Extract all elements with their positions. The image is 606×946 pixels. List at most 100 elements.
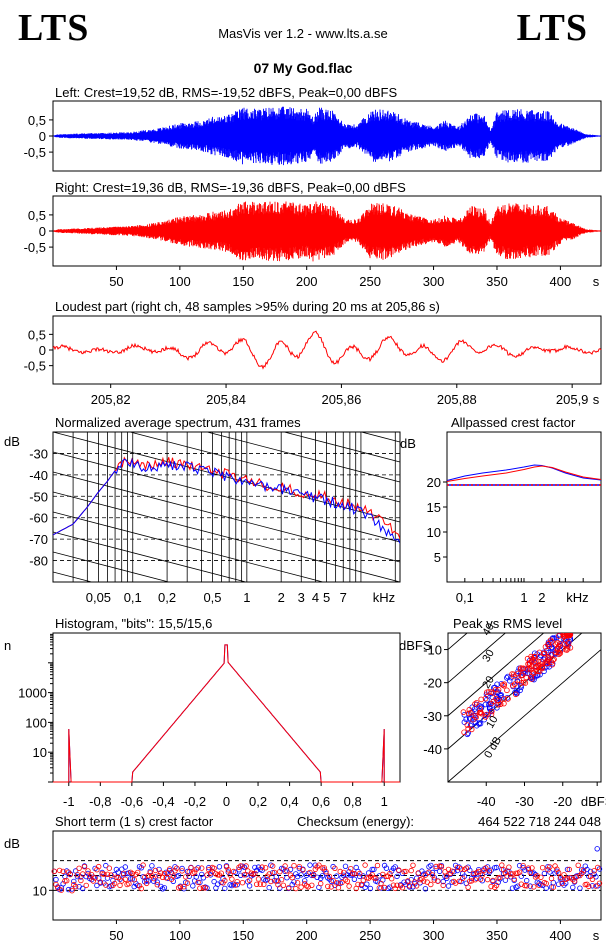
short_crest-point bbox=[134, 869, 141, 876]
histogram-ylabel: n bbox=[4, 638, 11, 653]
short_crest-point bbox=[296, 865, 302, 872]
short_crest-point bbox=[314, 864, 320, 870]
peak_rms-ytick-label: -40 bbox=[423, 742, 442, 757]
short_crest-point bbox=[106, 865, 112, 871]
short_crest-point bbox=[428, 881, 434, 888]
peak_rms-point bbox=[567, 644, 574, 651]
short_crest-point bbox=[325, 883, 331, 890]
short_crest-point bbox=[104, 875, 111, 881]
short_crest-xtick-label: 300 bbox=[423, 928, 445, 943]
short_crest-point bbox=[184, 880, 191, 886]
short_crest-point bbox=[506, 864, 512, 870]
short_crest-point bbox=[204, 885, 210, 891]
short_crest-point bbox=[237, 863, 244, 869]
peak_rms-point bbox=[463, 716, 470, 723]
histogram-xtick-label: -0,4 bbox=[152, 794, 174, 809]
peak_rms-point bbox=[499, 682, 506, 688]
peak_rms-point bbox=[549, 645, 555, 651]
short_crest-point bbox=[111, 880, 118, 887]
peak_rms-point bbox=[532, 657, 538, 663]
spectrum-xtick-label: 1 bbox=[243, 590, 250, 605]
short_crest-point bbox=[428, 862, 434, 869]
short_crest-point bbox=[161, 885, 168, 891]
short_crest-point bbox=[333, 880, 340, 886]
spectrum-ylabel: dB bbox=[4, 434, 20, 449]
short_crest-point bbox=[463, 865, 469, 871]
short_crest-point bbox=[509, 871, 516, 877]
short_crest-point bbox=[326, 873, 333, 880]
short_crest-point bbox=[369, 872, 375, 878]
short_crest-point bbox=[200, 875, 207, 881]
short_crest-point bbox=[529, 865, 535, 871]
short_crest-point bbox=[261, 881, 267, 888]
crest_allpass-xtick-label: kHz bbox=[566, 590, 588, 605]
short_crest-point bbox=[596, 880, 603, 886]
short_crest-point bbox=[166, 866, 173, 872]
right-xtick-label: 200 bbox=[296, 274, 318, 289]
peak_rms-point bbox=[517, 687, 523, 694]
histogram-ytick-label: 100 bbox=[25, 715, 47, 730]
loudest-xtick-label: 205,82 bbox=[91, 392, 131, 407]
peak_rms-point bbox=[483, 689, 490, 696]
peak_rms-xtick-label: -30 bbox=[515, 794, 534, 809]
short_crest-point bbox=[536, 882, 542, 888]
short_crest-point bbox=[561, 872, 567, 878]
short_crest-point bbox=[71, 878, 77, 885]
short_crest-point bbox=[586, 873, 592, 879]
short_crest-point bbox=[131, 883, 137, 890]
peak_rms-point bbox=[537, 671, 543, 678]
short_crest-xtick-label: 200 bbox=[296, 928, 318, 943]
peak_rms-point bbox=[520, 679, 527, 686]
short_crest-point bbox=[138, 885, 144, 892]
short_crest-point bbox=[332, 865, 338, 871]
short_crest-ylabel: dB bbox=[4, 836, 20, 851]
left-ytick-label: 0,5 bbox=[28, 113, 46, 128]
short_crest-point bbox=[444, 873, 450, 879]
peak_rms-point bbox=[495, 686, 502, 693]
left-waveform bbox=[53, 106, 601, 166]
spectrum-slope-line bbox=[53, 272, 400, 362]
short_crest-point bbox=[284, 875, 290, 881]
peak_rms-point bbox=[478, 696, 485, 703]
short_crest-point bbox=[429, 872, 436, 878]
loudest-xtick-label: 205,88 bbox=[437, 392, 477, 407]
short_crest-point bbox=[369, 866, 375, 873]
histogram-frame bbox=[52, 632, 401, 783]
short_crest-point bbox=[357, 873, 363, 880]
short_crest-point bbox=[333, 873, 340, 879]
short_crest-point bbox=[346, 883, 352, 889]
spectrum-ytick-label: -60 bbox=[29, 511, 48, 526]
short_crest-point bbox=[381, 884, 388, 891]
short_crest-point bbox=[458, 866, 464, 872]
peak_rms-point bbox=[555, 643, 562, 649]
short_crest-point bbox=[390, 882, 397, 888]
short_crest-point bbox=[518, 881, 524, 887]
short_crest-point bbox=[335, 885, 342, 891]
short_crest-point bbox=[554, 868, 560, 874]
peak_rms-point bbox=[504, 675, 510, 681]
peak_rms-point bbox=[495, 701, 501, 708]
short_crest-point bbox=[150, 878, 157, 884]
short_crest-point bbox=[440, 882, 446, 889]
short_crest-point bbox=[344, 878, 350, 884]
short_crest-point bbox=[422, 872, 429, 878]
right-xtick-label: 350 bbox=[486, 274, 508, 289]
spectrum-slope-line bbox=[282, 432, 400, 463]
short_crest-point bbox=[182, 874, 189, 880]
right-xtick-label: 150 bbox=[232, 274, 254, 289]
peak_rms-point bbox=[531, 653, 538, 660]
spectrum-slope-line bbox=[205, 432, 400, 483]
peak_rms-point bbox=[484, 696, 490, 703]
short_crest-point bbox=[95, 863, 102, 870]
short_crest-point bbox=[474, 875, 480, 882]
short_crest-point bbox=[524, 877, 530, 884]
short_crest-point bbox=[410, 862, 416, 868]
spectrum-slope-line bbox=[53, 432, 400, 523]
short_crest-point bbox=[195, 879, 201, 886]
peak_rms-point bbox=[514, 687, 520, 694]
short_crest-point bbox=[392, 864, 398, 870]
short_crest-point bbox=[216, 872, 223, 878]
short_crest-point bbox=[154, 882, 160, 888]
short_crest-point bbox=[115, 874, 121, 881]
histogram-xtick-label: 0,4 bbox=[281, 794, 299, 809]
